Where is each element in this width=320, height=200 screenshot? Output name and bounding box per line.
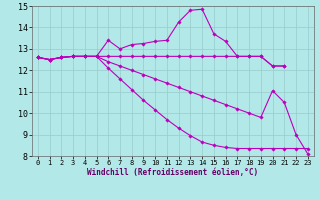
X-axis label: Windchill (Refroidissement éolien,°C): Windchill (Refroidissement éolien,°C) bbox=[87, 168, 258, 177]
